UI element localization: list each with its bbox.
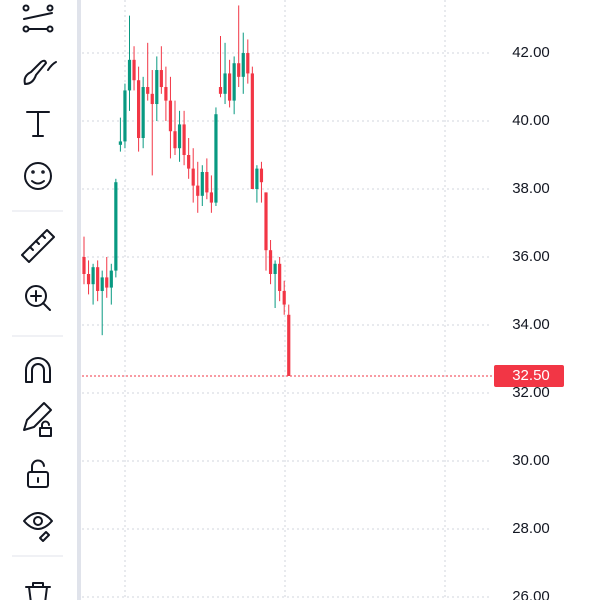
- visibility-tool[interactable]: [23, 512, 53, 542]
- candle-body: [255, 168, 259, 190]
- candle-body: [196, 185, 200, 196]
- price-tick-label: 34.00: [512, 316, 550, 333]
- candle-body: [150, 93, 154, 105]
- candle-body: [182, 124, 186, 156]
- zoom-tool[interactable]: [25, 285, 51, 311]
- lock-tool[interactable]: [27, 459, 49, 488]
- brush-tool[interactable]: [23, 59, 57, 85]
- candle-body: [209, 192, 213, 203]
- candle-body: [205, 172, 209, 193]
- candle-body: [241, 53, 245, 77]
- candle-body: [177, 124, 182, 149]
- candle-body: [223, 73, 227, 94]
- candle-body: [82, 256, 86, 274]
- candle-body: [278, 263, 282, 291]
- price-tick-label: 26.00: [512, 588, 550, 600]
- price-tick-label: 40.00: [512, 112, 550, 129]
- price-tick-label: 28.00: [512, 520, 550, 537]
- magnet-tool[interactable]: [25, 357, 51, 383]
- toolbar-border: [77, 0, 81, 600]
- last-price-label: 32.50: [512, 367, 550, 384]
- candle-body: [287, 314, 291, 376]
- candle-body: [268, 250, 273, 274]
- candle-body: [159, 70, 163, 88]
- candle-body: [237, 63, 241, 77]
- trend-line-tool[interactable]: [22, 4, 54, 33]
- candle-body: [96, 267, 100, 291]
- emoji-tool[interactable]: [24, 162, 52, 190]
- candle-body: [141, 87, 145, 139]
- candle-body: [146, 87, 150, 94]
- candle-body: [127, 59, 132, 91]
- candle-body: [259, 168, 264, 183]
- price-tick-label: 42.00: [512, 44, 550, 61]
- price-tick-label: 38.00: [512, 180, 550, 197]
- candle-body: [173, 131, 177, 149]
- candle-body: [91, 267, 95, 285]
- candle-body: [123, 90, 127, 142]
- delete-tool[interactable]: [25, 582, 51, 600]
- candle-body: [228, 73, 232, 101]
- lock-drawings-tool[interactable]: [23, 402, 52, 437]
- plot: 26.00 28.00 30.00 32.00 34.00 36.00 38.00 40.00…: [82, 5, 564, 600]
- price-tick-label: 32.00: [512, 384, 550, 401]
- candle-body: [118, 141, 122, 145]
- candle-body: [137, 80, 141, 139]
- candle-body: [86, 273, 91, 285]
- candle-body: [100, 277, 104, 291]
- ruler-tool[interactable]: [21, 229, 55, 263]
- candle-body: [191, 168, 195, 186]
- candle-body: [164, 87, 168, 101]
- candle-body: [109, 270, 113, 288]
- text-tool[interactable]: [26, 111, 50, 137]
- candle-body: [214, 114, 218, 203]
- candle-body: [114, 182, 118, 271]
- last-price-badge: [494, 364, 564, 387]
- candle-body: [105, 277, 109, 288]
- candle-body: [200, 172, 204, 196]
- candle-body: [132, 59, 136, 81]
- toolbar: [12, 4, 63, 600]
- candle-body: [168, 100, 173, 132]
- candle-body: [273, 263, 277, 274]
- price-tick-label: 30.00: [512, 452, 550, 469]
- candle-body: [246, 53, 250, 74]
- candle-body: [232, 63, 236, 101]
- candle-body: [155, 70, 159, 105]
- candle-body: [282, 290, 286, 305]
- candle-body: [187, 155, 191, 169]
- price-tick-label: 36.00: [512, 248, 550, 265]
- candle-body: [218, 87, 223, 94]
- candle-body: [264, 192, 268, 251]
- candle-body: [250, 73, 254, 190]
